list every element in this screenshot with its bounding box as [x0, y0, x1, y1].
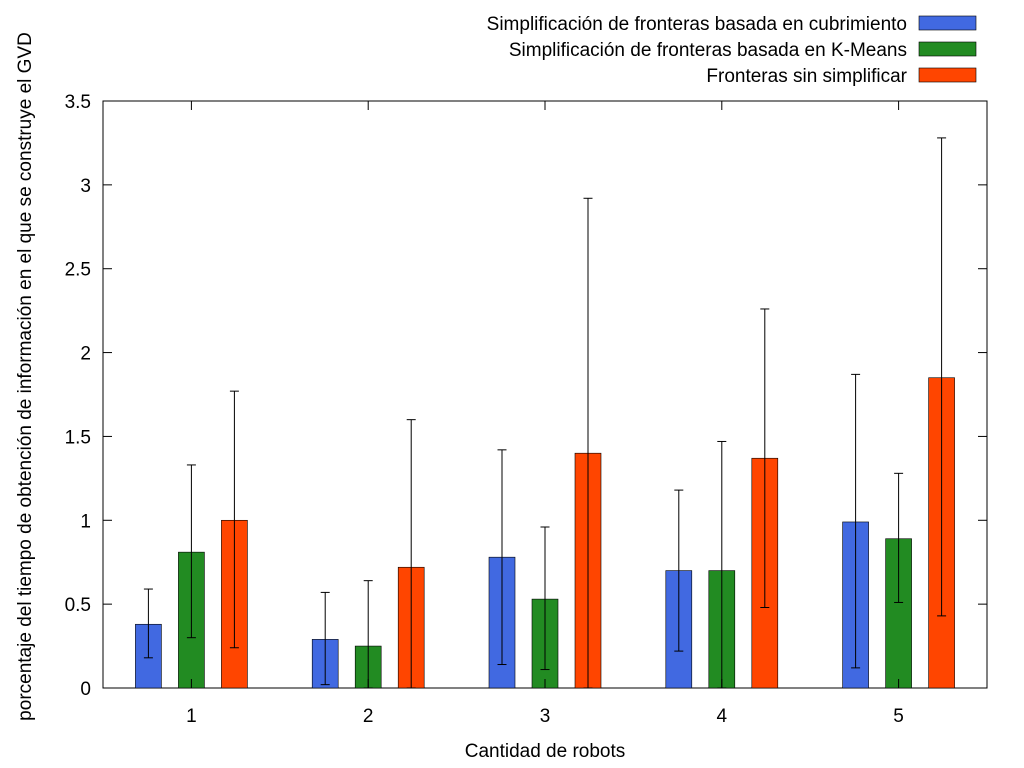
x-tick-label: 1 [186, 706, 197, 727]
legend-label: Fronteras sin simplificar [706, 66, 907, 87]
y-tick-label: 2.5 [65, 260, 91, 281]
y-tick-label: 1 [80, 511, 91, 532]
y-tick-label: 2 [80, 344, 91, 365]
x-axis-label: Cantidad de robots [465, 741, 626, 762]
legend-label: Simplificación de fronteras basada en cu… [487, 14, 907, 35]
axis-ticks: 0 0.5 1 1.5 2 2.5 3 3.5 1 2 3 4 5 [65, 92, 987, 727]
x-tick-label: 3 [540, 706, 551, 727]
y-tick-label: 1.5 [65, 427, 91, 448]
y-tick-label: 0.5 [65, 595, 91, 616]
x-tick-label: 2 [363, 706, 374, 727]
legend: Simplificación de fronteras basada en cu… [487, 14, 977, 87]
x-tick-label: 5 [893, 706, 904, 727]
legend-label: Simplificación de fronteras basada en K-… [509, 40, 907, 61]
y-tick-label: 3 [80, 176, 91, 197]
legend-swatch [918, 67, 977, 83]
legend-swatch [918, 15, 977, 31]
y-tick-label: 0 [80, 679, 91, 700]
legend-swatch [918, 41, 977, 57]
y-tick-label: 3.5 [65, 92, 91, 113]
x-tick-label: 4 [717, 706, 728, 727]
error-bars [143, 137, 947, 689]
y-axis-label: porcentaje del tiempo de obtención de in… [15, 32, 36, 721]
